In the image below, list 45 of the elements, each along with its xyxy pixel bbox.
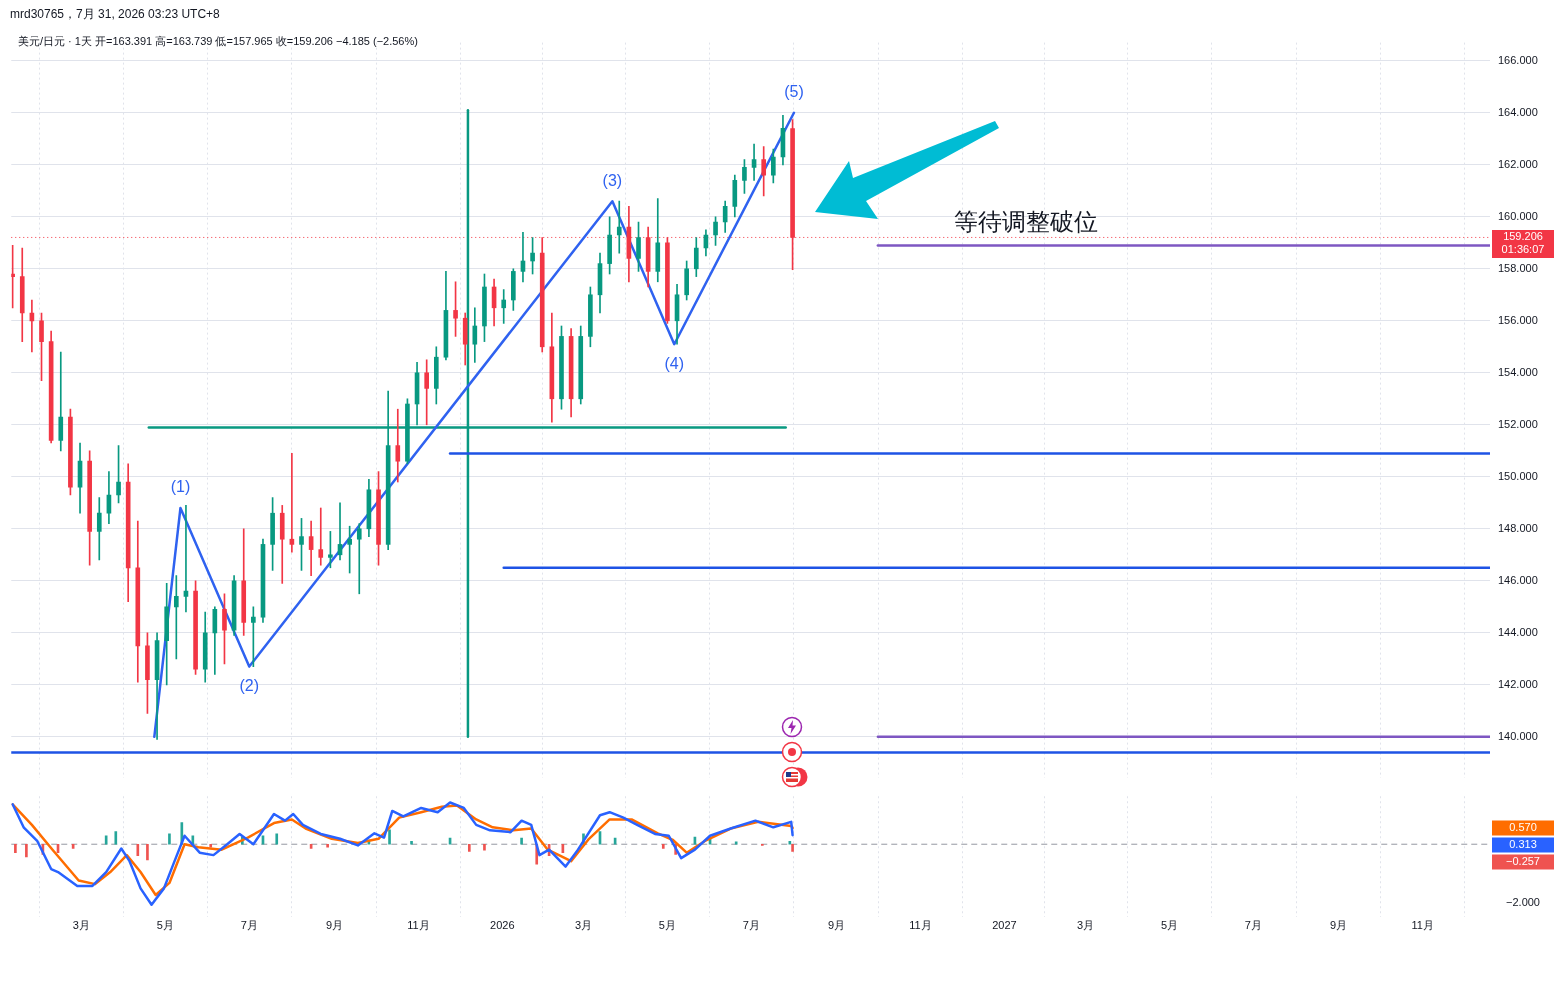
y-tick-label: 146.000 — [1498, 573, 1538, 586]
x-tick-label: 9月 — [828, 919, 846, 932]
x-tick-label: 7月 — [1244, 919, 1262, 932]
x-tick-label: 5月 — [156, 919, 174, 932]
y-tick-label: 154.000 — [1498, 365, 1538, 378]
y-tick-label: 152.000 — [1498, 417, 1538, 430]
annotation: (5) — [784, 83, 804, 101]
annotation: (4) — [664, 354, 685, 372]
y-tick-label: 166.000 — [1498, 53, 1538, 66]
x-tick-label: 3月 — [72, 919, 90, 932]
y-tick-label: 150.000 — [1498, 469, 1538, 482]
annotation: 等待调整破位 — [954, 208, 1099, 236]
text: 0.570 — [1509, 820, 1537, 833]
y-tick-label: 156.000 — [1498, 313, 1538, 326]
x-tick-label: 5月 — [1160, 919, 1179, 932]
annotation: (3) — [602, 171, 623, 189]
y-tick-label: 164.000 — [1498, 105, 1538, 118]
y-tick-label: 162.000 — [1498, 157, 1538, 170]
y-tick-label: 144.000 — [1498, 625, 1538, 638]
x-tick-label: 9月 — [1330, 919, 1348, 932]
text: 0.313 — [1509, 837, 1537, 850]
x-tick-label: 2027 — [992, 919, 1017, 932]
text: −0.257 — [1506, 854, 1540, 867]
x-tick-label: 11月 — [1411, 919, 1434, 932]
chart-subtitle: 美元/日元 · 1天 开=163.391 高=163.739 低=157.965 收=159.206 −4.185 (−2.56%) — [18, 34, 418, 49]
x-tick-label: 2026 — [490, 919, 515, 932]
annotation: (1) — [170, 478, 191, 496]
x-tick-label: 3月 — [574, 919, 593, 932]
x-tick-label: 11月 — [407, 919, 430, 932]
x-tick-label: 7月 — [240, 919, 258, 932]
x-tick-label: 9月 — [325, 919, 344, 932]
text: −2.000 — [1506, 895, 1540, 908]
x-tick-label: 7月 — [742, 919, 760, 932]
y-tick-label: 140.000 — [1498, 729, 1538, 742]
y-tick-label: 160.000 — [1498, 209, 1538, 222]
chart-title: mrd30765，7月 31, 2026 03:23 UTC+8 — [10, 6, 220, 23]
x-tick-label: 11月 — [909, 919, 932, 932]
y-tick-label: 148.000 — [1498, 521, 1538, 534]
y-tick-label: 142.000 — [1498, 677, 1538, 690]
text: 01:36:07 — [1501, 243, 1545, 256]
x-tick-label: 5月 — [658, 919, 676, 932]
x-tick-label: 3月 — [1077, 919, 1095, 932]
y-tick-label: 158.000 — [1498, 261, 1538, 274]
annotation: (2) — [239, 677, 260, 695]
ref-line-label: 159.206 — [1503, 230, 1543, 243]
